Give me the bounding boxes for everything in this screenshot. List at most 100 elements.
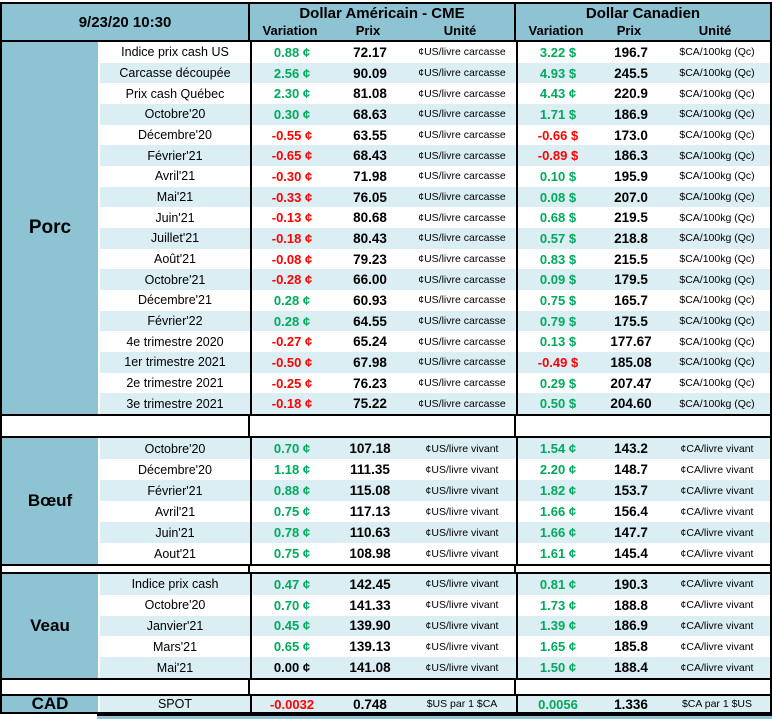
us-price: 141.33 [349,597,391,613]
us-price: 72.17 [353,44,387,60]
us-variation: -0.55 ¢ [250,124,332,146]
ca-unit: ¢CA/livre vivant [680,578,754,591]
us-unit: ¢US/livre carcasse [418,377,506,390]
table-row: Février'21 0.88 ¢ 115.08 ¢US/livre vivant 1.… [100,480,770,501]
ca-unit: ¢CA/livre vivant [680,442,754,455]
ca-unit: $CA/100kg (Qc) [679,170,755,183]
ca-price: 185.08 [610,354,652,370]
row-label: Octobre'21 [144,272,206,287]
ca-price: 148.7 [614,462,648,477]
ca-unit: $CA/100kg (Qc) [679,87,755,100]
us-variation: 0.00 ¢ [250,657,332,678]
us-variation: 0.28 ¢ [250,290,332,311]
table-row: Février'21 -0.65 ¢ 68.43 ¢US/livre carcasse… [100,145,770,167]
ca-unit: $CA/100kg (Qc) [679,46,755,59]
us-price: 60.93 [353,292,387,308]
us-unit: ¢US/livre vivant [425,578,499,591]
table-row: 1er trimestre 2021 -0.50 ¢ 67.98 ¢US/livre … [100,352,770,373]
us-unit: ¢US/livre carcasse [418,211,506,224]
us-price: 0.748 [353,696,387,712]
us-price: 107.18 [349,441,391,456]
us-price: 117.13 [349,504,391,519]
us-variation: 1.18 ¢ [250,459,332,480]
ca-variation: 3.22 $ [516,42,598,63]
us-variation: -0.18 ¢ [250,393,332,415]
row-label: 4e trimestre 2020 [126,334,224,349]
ca-price: 165.7 [614,292,648,308]
row-label: Juin'21 [155,525,195,540]
table-row: Janvier'21 0.45 ¢ 139.90 ¢US/livre vivant 1.… [100,615,770,637]
ca-price: 245.5 [614,65,648,81]
us-unit: ¢US/livre vivant [425,526,499,539]
table-row: 3e trimestre 2021 -0.18 ¢ 75.22 ¢US/livre c… [100,393,770,415]
gap-column-border [770,680,772,694]
ca-variation: 1.65 ¢ [516,636,598,658]
section-rows: SPOT -0.0032 0.748 $US par 1 $CA 0.0056 1.336… [100,696,770,712]
gap-column-border [770,566,772,572]
ca-price: 220.9 [614,86,648,102]
ca-price: 188.4 [614,660,648,676]
row-label: Mars'21 [152,639,198,654]
row-label: Carcasse découpée [119,66,231,80]
us-variation: -0.33 ¢ [250,186,332,208]
us-variation: -0.18 ¢ [250,228,332,249]
datetime-text: 9/23/20 10:30 [78,13,172,31]
ca-price: 190.3 [614,576,648,592]
us-price: 76.05 [353,189,387,205]
us-variation: -0.50 ¢ [250,352,332,373]
section-label: Bœuf [2,438,100,564]
row-label: 3e trimestre 2021 [126,396,224,411]
ca-variation: 4.93 $ [516,62,598,84]
table-row: Aout'21 0.75 ¢ 108.98 ¢US/livre vivant 1.61 … [100,543,770,564]
us-price: 66.00 [353,272,387,288]
ca-unit: ¢CA/livre vivant [680,619,754,632]
ca-price: 179.5 [614,272,648,288]
us-variation: -0.27 ¢ [250,331,332,353]
us-price: 64.55 [353,313,387,329]
us-price: 80.68 [353,210,387,226]
section-cad: CAD SPOT -0.0032 0.748 $US par 1 $CA 0.0056 1.… [0,694,772,714]
row-label: Avril'21 [154,504,196,519]
ca-variation: 0.13 $ [516,331,598,353]
table-row: Juin'21 -0.13 ¢ 80.68 ¢US/livre carcasse 0.6… [100,207,770,229]
table-row: Avril'21 0.75 ¢ 117.13 ¢US/livre vivant 1.66… [100,501,770,522]
row-label: Mai'21 [156,660,194,675]
row-label: Juillet'21 [150,231,200,246]
ca-unit: $CA/100kg (Qc) [679,108,755,121]
sections-container: Porc Indice prix cash US 0.88 ¢ 72.17 ¢US/li… [0,40,772,714]
us-unit: ¢US/livre vivant [425,547,499,560]
us-price: 76.23 [353,375,387,391]
ca-price: 186.3 [614,148,648,164]
ca-unit: ¢CA/livre vivant [680,505,754,518]
us-variation: 0.28 ¢ [250,310,332,332]
us-unit: ¢US/livre vivant [425,640,499,653]
us-variation: 2.30 ¢ [250,83,332,105]
row-label: Octobre'20 [144,598,206,613]
row-label: Aout'21 [153,546,196,561]
row-label: 1er trimestre 2021 [124,355,226,370]
table-row: Octobre'20 0.70 ¢ 141.33 ¢US/livre vivant 1.… [100,594,770,616]
ca-col-variation: Variation [528,23,584,38]
us-price: 139.90 [349,618,391,634]
table-row: Avril'21 -0.30 ¢ 71.98 ¢US/livre carcasse 0.… [100,166,770,187]
us-unit: ¢US/livre carcasse [418,335,506,348]
table-row: Juin'21 0.78 ¢ 110.63 ¢US/livre vivant 1.66 … [100,522,770,543]
section-rows: Indice prix cash US 0.88 ¢ 72.17 ¢US/livre … [100,42,770,415]
ca-unit: $CA/100kg (Qc) [679,211,755,224]
section-label: CAD [2,694,100,713]
ca-unit: ¢CA/livre vivant [680,484,754,497]
section-label: Porc [2,42,100,414]
ca-unit: ¢CA/livre vivant [680,463,754,476]
us-price: 75.22 [353,396,387,412]
table-row: Prix cash Québec 2.30 ¢ 81.08 ¢US/livre car… [100,83,770,105]
ca-variation: 0.29 $ [516,372,598,394]
gap-column-border [770,416,772,436]
ca-variation: 0.10 $ [516,166,598,187]
row-label: Décembre'20 [138,462,212,477]
us-variation: 0.45 ¢ [250,615,332,637]
table-row: Décembre'20 -0.55 ¢ 63.55 ¢US/livre carcass… [100,124,770,146]
ca-unit: $CA/100kg (Qc) [679,149,755,162]
section-name: Veau [30,616,70,635]
ca-price: 185.8 [614,639,648,655]
gap-column-border [248,680,250,694]
